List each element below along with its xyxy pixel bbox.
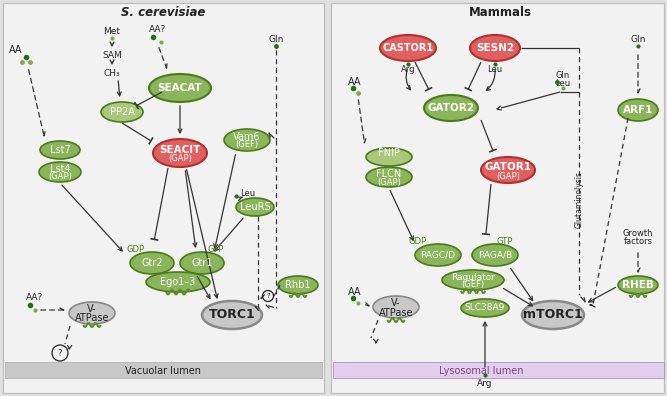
Ellipse shape bbox=[202, 301, 262, 329]
Text: ?: ? bbox=[58, 348, 62, 358]
Text: Leu: Leu bbox=[240, 188, 255, 198]
Text: ?: ? bbox=[266, 293, 270, 299]
Text: (GAP): (GAP) bbox=[48, 173, 72, 181]
Text: CASTOR1: CASTOR1 bbox=[382, 43, 434, 53]
Text: Leu: Leu bbox=[488, 65, 502, 74]
Text: factors: factors bbox=[624, 238, 652, 246]
Text: ATPase: ATPase bbox=[75, 313, 109, 323]
Ellipse shape bbox=[101, 102, 143, 122]
Ellipse shape bbox=[149, 74, 211, 102]
Text: AA?: AA? bbox=[149, 25, 167, 34]
Ellipse shape bbox=[472, 244, 518, 266]
Text: (GEF): (GEF) bbox=[462, 280, 484, 289]
Text: Glutaminolysis: Glutaminolysis bbox=[574, 171, 584, 228]
Ellipse shape bbox=[424, 95, 478, 121]
Text: Mammals: Mammals bbox=[468, 6, 532, 19]
Text: RAGA/B: RAGA/B bbox=[478, 251, 512, 259]
Text: RHEB: RHEB bbox=[622, 280, 654, 290]
Text: (GAP): (GAP) bbox=[496, 171, 520, 181]
Text: SEACAT: SEACAT bbox=[157, 83, 202, 93]
Text: Gln: Gln bbox=[268, 36, 283, 44]
Text: Growth: Growth bbox=[623, 230, 653, 238]
Text: LeuRS: LeuRS bbox=[239, 202, 270, 212]
Text: AA: AA bbox=[348, 77, 362, 87]
Ellipse shape bbox=[461, 299, 509, 317]
Ellipse shape bbox=[380, 35, 436, 61]
Ellipse shape bbox=[618, 276, 658, 294]
Text: Arg: Arg bbox=[478, 379, 493, 388]
Text: AA: AA bbox=[348, 287, 362, 297]
Text: Lysosomal lumen: Lysosomal lumen bbox=[439, 366, 523, 376]
Text: PP2A: PP2A bbox=[109, 107, 135, 117]
Text: GTP: GTP bbox=[208, 244, 224, 253]
Text: Rhb1: Rhb1 bbox=[285, 280, 311, 290]
Text: V-: V- bbox=[392, 298, 401, 308]
Text: Gln: Gln bbox=[630, 36, 646, 44]
Ellipse shape bbox=[481, 157, 535, 183]
Text: S. cerevisiae: S. cerevisiae bbox=[121, 6, 205, 19]
Text: ATPase: ATPase bbox=[379, 308, 414, 318]
Text: GATOR2: GATOR2 bbox=[428, 103, 474, 113]
Text: Gln: Gln bbox=[555, 72, 569, 80]
Text: Vam6: Vam6 bbox=[233, 132, 261, 142]
Ellipse shape bbox=[180, 252, 224, 274]
Text: GTP: GTP bbox=[497, 238, 513, 246]
Ellipse shape bbox=[224, 129, 270, 151]
FancyBboxPatch shape bbox=[5, 362, 322, 378]
Ellipse shape bbox=[146, 272, 210, 292]
Text: GATOR1: GATOR1 bbox=[484, 162, 532, 172]
Text: AA: AA bbox=[9, 45, 22, 55]
Ellipse shape bbox=[69, 302, 115, 324]
Text: SESN2: SESN2 bbox=[476, 43, 514, 53]
Text: Vacuolar lumen: Vacuolar lumen bbox=[125, 366, 201, 376]
Ellipse shape bbox=[366, 167, 412, 187]
Ellipse shape bbox=[278, 276, 318, 294]
Ellipse shape bbox=[130, 252, 174, 274]
Ellipse shape bbox=[415, 244, 461, 266]
Ellipse shape bbox=[366, 148, 412, 166]
Ellipse shape bbox=[470, 35, 520, 61]
FancyBboxPatch shape bbox=[331, 3, 664, 393]
Text: Arg: Arg bbox=[401, 65, 416, 74]
Text: (GAP): (GAP) bbox=[377, 177, 401, 187]
FancyBboxPatch shape bbox=[3, 3, 324, 393]
Text: Gtr1: Gtr1 bbox=[191, 258, 213, 268]
Text: Lst4: Lst4 bbox=[49, 164, 70, 174]
Ellipse shape bbox=[39, 162, 81, 182]
Text: TORC1: TORC1 bbox=[209, 308, 255, 322]
Ellipse shape bbox=[373, 296, 419, 318]
Text: (GAP): (GAP) bbox=[168, 154, 192, 164]
Text: RAGC/D: RAGC/D bbox=[420, 251, 456, 259]
Text: SEACIT: SEACIT bbox=[159, 145, 201, 155]
Ellipse shape bbox=[618, 99, 658, 121]
Text: ARF1: ARF1 bbox=[623, 105, 653, 115]
Text: GDP: GDP bbox=[127, 244, 145, 253]
FancyBboxPatch shape bbox=[333, 362, 664, 378]
Text: Ragulator: Ragulator bbox=[451, 272, 495, 282]
Text: CH₃: CH₃ bbox=[103, 69, 120, 78]
Text: SLC38A9: SLC38A9 bbox=[465, 303, 505, 312]
Text: Met: Met bbox=[103, 27, 121, 36]
Text: GDP: GDP bbox=[409, 238, 427, 246]
Text: Gtr2: Gtr2 bbox=[141, 258, 163, 268]
Text: Leu: Leu bbox=[555, 80, 570, 88]
Text: Ego1–3: Ego1–3 bbox=[160, 277, 195, 287]
Ellipse shape bbox=[236, 198, 274, 216]
Text: SAM: SAM bbox=[102, 51, 122, 59]
Ellipse shape bbox=[40, 141, 80, 159]
Text: AA?: AA? bbox=[26, 293, 43, 303]
Text: V-: V- bbox=[87, 304, 97, 314]
Ellipse shape bbox=[153, 139, 207, 167]
Text: FNIP: FNIP bbox=[378, 148, 400, 158]
Text: (GEF): (GEF) bbox=[235, 141, 259, 150]
Text: Lst7: Lst7 bbox=[49, 145, 71, 155]
Ellipse shape bbox=[442, 270, 504, 290]
Text: FLCN: FLCN bbox=[376, 169, 402, 179]
Text: mTORC1: mTORC1 bbox=[523, 308, 583, 322]
Ellipse shape bbox=[522, 301, 584, 329]
